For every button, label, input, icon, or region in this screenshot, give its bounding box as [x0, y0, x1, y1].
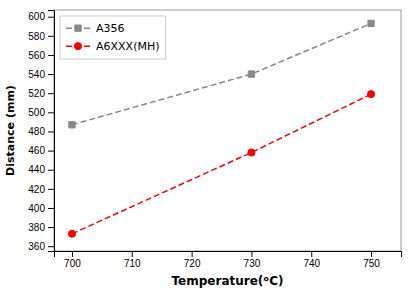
- marker: [368, 20, 374, 26]
- x-tick-label: 750: [363, 258, 380, 269]
- marker: [248, 71, 254, 77]
- x-axis-line: [55, 252, 402, 258]
- chart: 700 710 720 730 740 750 360 380 400 420 440 460 480 5…: [0, 0, 415, 293]
- y-tick-mark: [48, 189, 54, 190]
- y-tick-mark: [48, 246, 54, 247]
- x-tick-mark: [72, 251, 73, 257]
- x-tick-mark: [251, 251, 252, 257]
- y-axis-title: Distance (mm): [4, 85, 17, 176]
- x-tick: 710: [124, 251, 141, 269]
- y-tick-label: 440: [28, 164, 45, 175]
- y-tick: 380: [28, 222, 54, 233]
- y-tick: 400: [28, 203, 54, 214]
- legend-item: A6XXX(MH): [66, 40, 159, 53]
- y-tick-mark: [48, 36, 54, 37]
- plot-frame: [54, 10, 401, 251]
- data-layer: [68, 20, 374, 237]
- x-tick-label: 730: [244, 258, 261, 269]
- y-tick: 500: [28, 107, 54, 118]
- y-tick: 600: [28, 11, 54, 22]
- y-tick-label: 380: [28, 222, 45, 233]
- marker: [69, 122, 75, 128]
- x-tick-label: 740: [303, 258, 320, 269]
- legend-marker: [75, 25, 81, 31]
- y-tick-label: 580: [28, 31, 45, 42]
- x-tick-mark: [132, 251, 133, 257]
- x-tick-mark: [192, 251, 193, 257]
- x-axis-title: Temperature(ᵒC): [172, 274, 284, 288]
- y-axis-line: [48, 11, 55, 252]
- y-tick-label: 480: [28, 126, 45, 137]
- y-tick-mark: [48, 93, 54, 94]
- marker: [368, 91, 375, 98]
- marker: [68, 230, 75, 237]
- y-tick-label: 560: [28, 50, 45, 61]
- y-tick-label: 360: [28, 241, 45, 252]
- x-tick: 720: [184, 251, 201, 269]
- y-tick-mark: [48, 208, 54, 209]
- x-tick: 750: [363, 251, 380, 269]
- y-tick: 420: [28, 184, 54, 195]
- y-tick: 440: [28, 164, 54, 175]
- y-tick: 540: [28, 69, 54, 80]
- legend: A356 A6XXX(MH): [60, 16, 165, 59]
- y-tick-label: 420: [28, 184, 45, 195]
- y-tick: 580: [28, 31, 54, 42]
- y-tick-label: 540: [28, 69, 45, 80]
- x-tick-label: 700: [64, 258, 81, 269]
- y-tick: 480: [28, 126, 54, 137]
- y-tick-label: 400: [28, 203, 45, 214]
- series-line: [72, 94, 371, 234]
- x-tick: 740: [303, 251, 320, 269]
- y-tick-label: 500: [28, 107, 45, 118]
- marker: [248, 149, 255, 156]
- y-tick-mark: [48, 170, 54, 171]
- x-tick: 730: [244, 251, 261, 269]
- legend-label: A6XXX(MH): [96, 40, 159, 53]
- y-tick-mark: [48, 112, 54, 113]
- plot-area: 700 710 720 730 740 750 360 380 400 420 440 460 480 5…: [28, 10, 401, 269]
- y-tick-label: 520: [28, 88, 45, 99]
- y-tick: 560: [28, 50, 54, 61]
- x-axis: 700 710 720 730 740 750: [55, 251, 402, 269]
- x-tick-mark: [371, 251, 372, 257]
- legend-box: [60, 16, 165, 59]
- y-tick-mark: [48, 227, 54, 228]
- x-tick-label: 710: [124, 258, 141, 269]
- y-tick-label: 460: [28, 145, 45, 156]
- y-axis: 360 380 400 420 440 460 480 500 520 540 560 580 600: [28, 11, 54, 252]
- legend-label: A356: [96, 22, 125, 35]
- y-tick-mark: [48, 17, 54, 18]
- y-tick: 520: [28, 88, 54, 99]
- legend-item: A356: [66, 22, 125, 35]
- y-tick-mark: [48, 74, 54, 75]
- y-tick-mark: [48, 55, 54, 56]
- y-tick: 460: [28, 145, 54, 156]
- y-tick-mark: [48, 131, 54, 132]
- y-tick: 360: [28, 241, 54, 252]
- y-tick-mark: [48, 151, 54, 152]
- x-tick-label: 720: [184, 258, 201, 269]
- x-tick-mark: [311, 251, 312, 257]
- legend-marker: [74, 43, 81, 50]
- y-tick-label: 600: [28, 11, 45, 22]
- x-tick: 700: [64, 251, 81, 269]
